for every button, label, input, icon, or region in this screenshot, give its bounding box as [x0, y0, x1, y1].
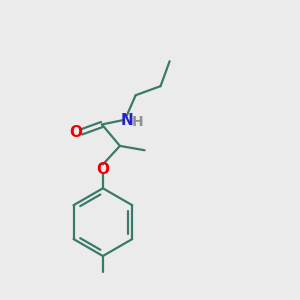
Text: O: O — [69, 124, 82, 140]
Text: N: N — [120, 112, 133, 128]
Text: H: H — [132, 116, 144, 130]
Text: O: O — [96, 162, 110, 177]
